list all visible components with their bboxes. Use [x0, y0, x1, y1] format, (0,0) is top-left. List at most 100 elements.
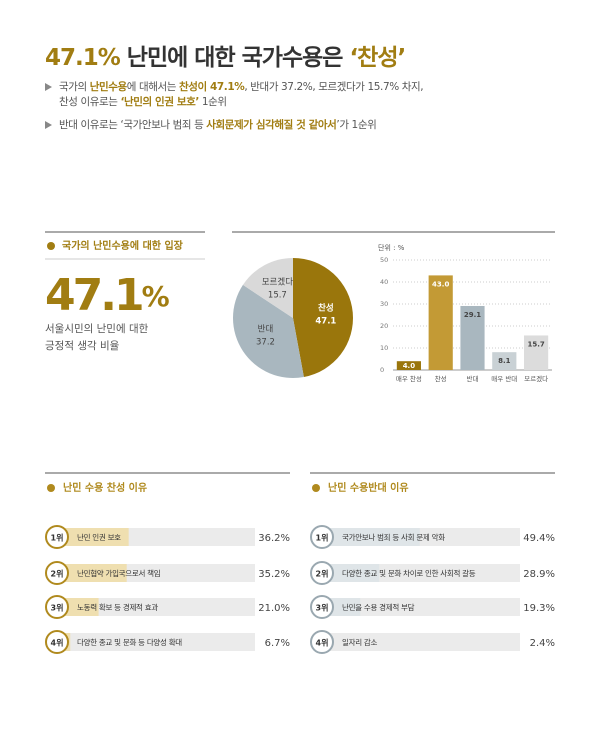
- bar: [57, 528, 129, 546]
- x-tick-label: 매우 반대: [491, 374, 517, 383]
- dot: [312, 484, 320, 492]
- bar: [492, 352, 517, 370]
- bar-track: [322, 633, 520, 651]
- y-tick-label: 20: [380, 322, 388, 330]
- bullet-line: 반대 이유로는 ‘국가안보나 범죄 등 사회문제가 심각해질 것 같아서’가 1…: [59, 118, 565, 133]
- bar-track: [322, 598, 520, 616]
- category-label: 국가안보나 범죄 등 사회 문제 악화: [342, 532, 445, 542]
- bar: [57, 564, 127, 582]
- pie-value: 47.1: [315, 316, 336, 326]
- y-tick-label: 50: [380, 256, 388, 264]
- category-label: 다양한 종교 및 문화 차이로 인한 사회적 갈등: [342, 568, 476, 578]
- bullets: 국가의 난민수용에 대해서는 찬성이 47.1%, 반대가 37.2%, 모르겠…: [45, 80, 565, 133]
- dot: [47, 484, 55, 492]
- bullet-line: 찬성 이유로는 ‘난민의 인권 보호’ 1순위: [59, 95, 565, 110]
- pie-value: 15.7: [268, 290, 287, 300]
- text-segment: ’가 1순위: [336, 119, 377, 131]
- text-segment: 47.1%: [45, 45, 121, 71]
- category-label: 난민협약 가입국으로서 책임: [77, 568, 160, 578]
- category-label: 노동력 확보 등 경제적 효과: [77, 602, 158, 612]
- pie-label: 반대: [258, 324, 274, 335]
- text-segment: 찬성 이유로는: [59, 96, 121, 108]
- pie-label: 모르겠다: [262, 276, 293, 287]
- category-label: 다양한 종교 및 문화 등 다양성 확대: [77, 637, 182, 647]
- value-label: 29.1: [464, 311, 481, 319]
- rank-badge: [310, 561, 334, 585]
- rank: 2위: [51, 569, 64, 579]
- rank: 3위: [316, 603, 329, 613]
- text-segment: 찬성이 47.1%: [178, 81, 245, 93]
- x-tick-label: 모르겠다: [524, 374, 548, 383]
- bullet-line: 국가의 난민수용에 대해서는 찬성이 47.1%, 반대가 37.2%, 모르겠…: [59, 80, 565, 95]
- rank-badge: [45, 561, 69, 585]
- rank: 1위: [51, 533, 64, 543]
- section-title: 난민 수용 찬성 이유: [63, 481, 147, 494]
- text-segment: , 반대가 37.2%, 모르겠다가 15.7% 차지,: [244, 81, 424, 93]
- bar: [322, 564, 380, 582]
- rank: 1위: [316, 533, 329, 543]
- bar-track: [57, 598, 255, 616]
- x-tick-label: 반대: [467, 374, 479, 383]
- stance-desc: 서울시민의 난민에 대한: [45, 323, 149, 335]
- value-label: 36.2%: [258, 533, 290, 544]
- dot: [47, 242, 55, 250]
- value-label: 21.0%: [258, 603, 290, 614]
- bar: [524, 335, 549, 370]
- rank: 4위: [51, 638, 64, 648]
- bar-track: [57, 633, 255, 651]
- value-label: 28.9%: [523, 569, 555, 580]
- category-label: 난민을 수용 경제적 부담: [342, 602, 415, 612]
- value-label: 6.7%: [265, 638, 290, 649]
- value-label: 35.2%: [258, 569, 290, 580]
- pie-label: 찬성: [318, 302, 334, 313]
- text-segment: 1순위: [198, 96, 227, 108]
- title: 47.1% 난민에 대한 국가수용은 ‘찬성’: [45, 38, 565, 72]
- bar: [322, 528, 420, 546]
- pie-slice: [293, 258, 353, 378]
- text-segment: 난민수용: [89, 81, 127, 93]
- bar: [460, 305, 485, 370]
- category-label: 난민 인권 보호: [77, 532, 121, 542]
- rank-badge: [310, 525, 334, 549]
- text-segment: 에 대해서는: [126, 81, 179, 93]
- bar: [396, 361, 421, 370]
- category-label: 일자리 감소: [342, 637, 377, 647]
- text-segment: 반대 이유로는 ‘국가안보나 범죄 등: [59, 119, 207, 131]
- bar: [428, 275, 453, 370]
- text-segment: ‘난민의 인권 보호’: [120, 96, 199, 108]
- value-label: 2.4%: [530, 638, 555, 649]
- pie-value: 37.2: [256, 338, 275, 348]
- value-label: 19.3%: [523, 603, 555, 614]
- rank-badge: [45, 525, 69, 549]
- text-segment: 국가의: [59, 81, 90, 93]
- y-tick-label: 30: [380, 300, 388, 308]
- value-label: 49.4%: [523, 533, 555, 544]
- pie-slice: [233, 284, 304, 378]
- stance-value: 47.1%: [45, 270, 170, 321]
- y-tick-label: 40: [380, 278, 388, 286]
- text-segment: ‘찬성’: [349, 45, 406, 71]
- section-title: 난민 수용반대 이유: [328, 481, 409, 494]
- text-segment: 사회문제가 심각해질 것 같아서: [206, 119, 337, 131]
- stance-desc: 긍정적 생각 비율: [45, 340, 120, 352]
- rank: 3위: [51, 603, 64, 613]
- rank-badge: [310, 595, 334, 619]
- unit-label: 단위 : %: [378, 243, 405, 252]
- value-label: 43.0: [432, 280, 449, 288]
- bullet: 반대 이유로는 ‘국가안보나 범죄 등 사회문제가 심각해질 것 같아서’가 1…: [45, 118, 565, 133]
- rank-badge: [45, 595, 69, 619]
- pie-slice: [242, 258, 293, 318]
- x-tick-label: 찬성: [435, 374, 447, 383]
- rank-badge: [45, 630, 69, 654]
- value-label: 4.0: [403, 362, 416, 370]
- value-label: 8.1: [498, 357, 511, 365]
- value-label: 15.7: [527, 340, 544, 348]
- y-tick-label: 0: [380, 366, 384, 374]
- header: 47.1% 난민에 대한 국가수용은 ‘찬성’ 국가의 난민수용에 대해서는 찬…: [45, 38, 565, 133]
- bullet: 국가의 난민수용에 대해서는 찬성이 47.1%, 반대가 37.2%, 모르겠…: [45, 80, 565, 110]
- text-segment: 난민에 대한 국가수용은: [119, 45, 350, 71]
- rank: 4위: [316, 638, 329, 648]
- rank: 2위: [316, 569, 329, 579]
